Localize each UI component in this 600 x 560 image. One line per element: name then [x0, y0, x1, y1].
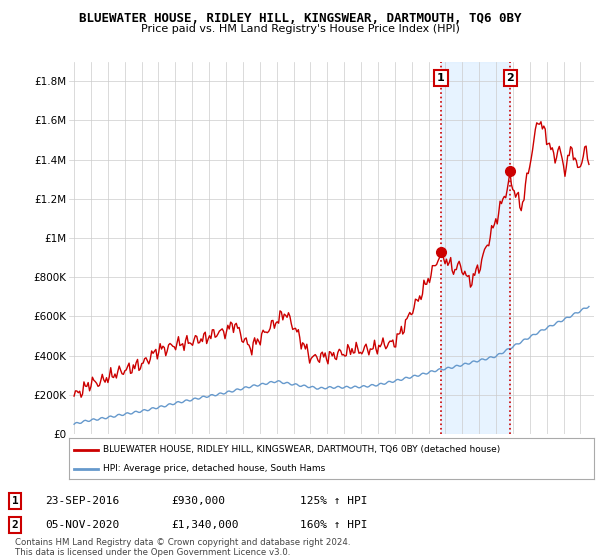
Text: Contains HM Land Registry data © Crown copyright and database right 2024.
This d: Contains HM Land Registry data © Crown c…	[15, 538, 350, 557]
Bar	[441, 62, 510, 434]
Text: 125% ↑ HPI: 125% ↑ HPI	[300, 496, 367, 506]
Text: BLUEWATER HOUSE, RIDLEY HILL, KINGSWEAR, DARTMOUTH, TQ6 0BY (detached house): BLUEWATER HOUSE, RIDLEY HILL, KINGSWEAR,…	[103, 445, 500, 454]
Text: Price paid vs. HM Land Registry's House Price Index (HPI): Price paid vs. HM Land Registry's House …	[140, 24, 460, 34]
Text: 1: 1	[437, 73, 445, 83]
Text: HPI: Average price, detached house, South Hams: HPI: Average price, detached house, Sout…	[103, 464, 325, 473]
Text: £1,340,000: £1,340,000	[171, 520, 238, 530]
Text: BLUEWATER HOUSE, RIDLEY HILL, KINGSWEAR, DARTMOUTH, TQ6 0BY: BLUEWATER HOUSE, RIDLEY HILL, KINGSWEAR,…	[79, 12, 521, 25]
Text: 2: 2	[11, 520, 19, 530]
Text: £930,000: £930,000	[171, 496, 225, 506]
Text: 1: 1	[11, 496, 19, 506]
Text: 05-NOV-2020: 05-NOV-2020	[45, 520, 119, 530]
Text: 160% ↑ HPI: 160% ↑ HPI	[300, 520, 367, 530]
Text: 23-SEP-2016: 23-SEP-2016	[45, 496, 119, 506]
Text: 2: 2	[506, 73, 514, 83]
